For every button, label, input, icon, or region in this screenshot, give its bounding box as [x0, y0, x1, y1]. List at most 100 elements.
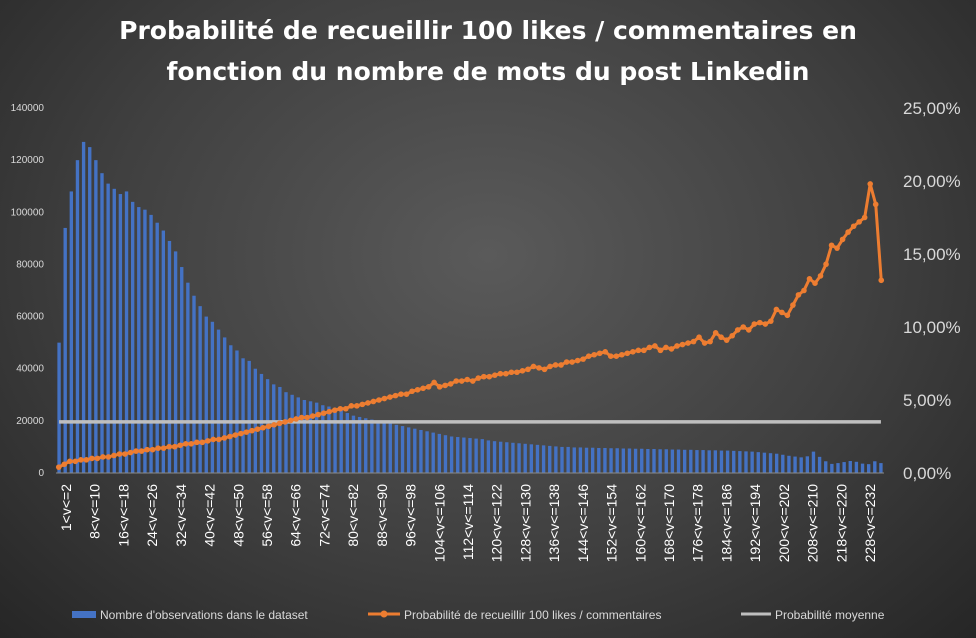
right-axis-ticks: 0,00% 5,00% 10,00% 15,00% 20,00% 25,00%: [903, 99, 961, 483]
x-tick-label: 8<v<=10: [87, 484, 103, 539]
x-tick-label: 152<v<=154: [604, 484, 620, 562]
bar: [173, 251, 178, 473]
bar: [235, 350, 239, 473]
probability-point: [757, 319, 763, 326]
bar: [517, 443, 521, 473]
probability-point: [149, 446, 156, 453]
bar: [339, 410, 343, 473]
right-tick-label: 20,00%: [903, 172, 961, 191]
right-tick-label: 25,00%: [903, 99, 961, 118]
left-tick-label: 80000: [16, 259, 44, 270]
probability-point: [354, 403, 360, 409]
left-tick-label: 0: [38, 468, 44, 479]
bar: [572, 447, 576, 473]
bar: [682, 449, 687, 473]
bar: [431, 432, 435, 473]
probability-point: [249, 427, 255, 434]
probability-point: [740, 324, 747, 330]
bar: [627, 448, 632, 473]
probability-point: [663, 344, 669, 351]
left-tick-label: 100000: [11, 207, 45, 218]
bar: [676, 449, 681, 473]
x-tick-label: 120<v<=122: [489, 484, 505, 562]
x-tick-label: 80<v<=82: [345, 484, 361, 547]
bar: [247, 360, 251, 473]
x-tick-label: 40<v<=42: [202, 484, 218, 547]
probability-point: [442, 382, 448, 389]
probability-point: [834, 245, 840, 251]
bar: [327, 406, 331, 473]
bar: [229, 345, 233, 473]
bar: [830, 463, 834, 474]
probability-point: [475, 375, 482, 381]
x-tick-label: 104<v<=106: [431, 484, 447, 562]
bar: [646, 449, 650, 473]
x-tick-label: 218<v<=220: [833, 484, 849, 562]
probability-point: [690, 338, 697, 345]
probability-point: [216, 436, 222, 443]
x-tick-label: 112<v<=114: [460, 484, 476, 560]
bar: [180, 267, 184, 473]
probability-point: [420, 385, 426, 392]
bar: [124, 191, 129, 473]
probability-point: [89, 455, 95, 462]
bar: [480, 439, 484, 473]
probability-point: [751, 321, 758, 327]
x-tick-label: 32<v<=34: [173, 484, 189, 547]
probability-point: [315, 411, 322, 418]
probability-point: [425, 384, 432, 390]
bar: [787, 455, 791, 473]
bar: [811, 451, 816, 473]
probability-point: [696, 334, 702, 341]
probability-point: [574, 357, 581, 364]
probability-point: [116, 451, 123, 457]
probability-point: [238, 430, 244, 437]
bar: [725, 450, 730, 473]
probability-point: [359, 401, 366, 408]
x-tick-label: 96<v<=98: [403, 484, 419, 547]
bar: [272, 384, 276, 473]
probability-point: [155, 445, 161, 451]
probability-point: [414, 386, 421, 393]
x-axis-ticks: 1<v<=2 8<v<=10 16<v<=18 24<v<=26 32<v<=34 40<…: [58, 484, 878, 562]
x-tick-label: 128<v<=130: [517, 484, 533, 562]
probability-point: [867, 181, 873, 187]
bar: [842, 462, 846, 473]
bar: [548, 445, 552, 473]
bar: [750, 451, 754, 473]
bar: [554, 446, 558, 473]
probability-point: [309, 413, 316, 419]
bar: [652, 449, 656, 473]
probability-point: [591, 351, 597, 358]
probability-point: [343, 405, 349, 412]
bar: [198, 306, 202, 473]
x-tick-label: 72<v<=74: [316, 484, 332, 547]
probability-point: [298, 414, 305, 421]
probability-point: [409, 388, 415, 395]
probability-point: [779, 309, 785, 316]
bar: [597, 447, 601, 473]
probability-point: [78, 457, 84, 463]
x-tick-label: 136<v<=138: [546, 484, 562, 562]
bar: [155, 222, 159, 473]
bar: [762, 452, 767, 473]
probability-point: [530, 363, 537, 370]
bar: [75, 160, 80, 473]
bar: [848, 461, 852, 473]
probability-point: [850, 223, 857, 230]
bar: [566, 446, 570, 473]
bar: [449, 436, 454, 473]
probability-point: [72, 458, 79, 465]
bar: [738, 451, 742, 473]
bar: [713, 450, 718, 473]
probability-point: [734, 327, 741, 333]
probability-point: [607, 353, 614, 360]
probability-point: [182, 441, 189, 447]
bar: [388, 423, 392, 473]
probability-point: [376, 397, 382, 403]
probability-point: [94, 455, 101, 462]
bar: [302, 400, 307, 473]
bar: [854, 461, 859, 473]
bar: [106, 183, 110, 474]
probability-point: [304, 414, 310, 421]
